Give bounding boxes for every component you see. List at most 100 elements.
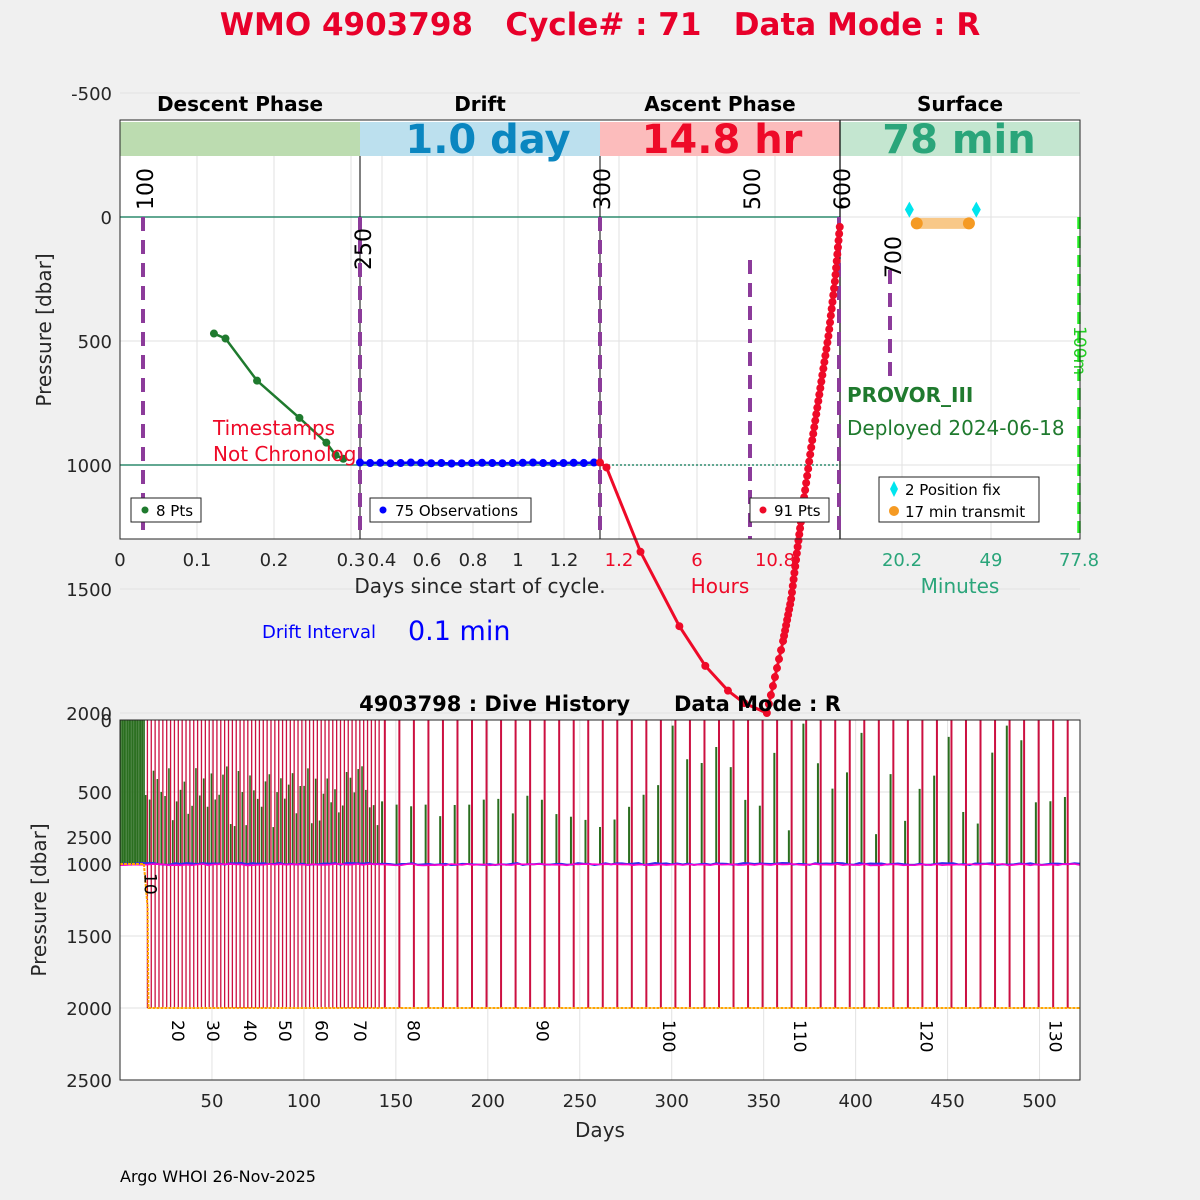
ascent-point xyxy=(811,416,820,425)
minutes-tick-0: 20.2 xyxy=(882,550,922,571)
ascent-point xyxy=(636,547,645,556)
top-y-axis-label: Pressure [dbar] xyxy=(32,253,56,406)
days-tick-2: 0.2 xyxy=(260,550,289,571)
phase-duration-surface: 78 min xyxy=(882,117,1035,163)
cycle-number-labels: 10 20 30 40 50 60 70 80 90 100 110 120 130 xyxy=(140,873,1065,1052)
bottom-x-tick-label: 200 xyxy=(471,1091,505,1112)
bottom-x-tick-label: 350 xyxy=(747,1091,781,1112)
drift-interval-value: 0.1 min xyxy=(408,616,510,647)
position-fix-point xyxy=(904,201,914,218)
top-axes-frame xyxy=(119,119,1081,540)
cycle-label-120: 120 xyxy=(916,1020,936,1052)
ascent-point xyxy=(822,345,831,354)
bottom-x-tick-label: 150 xyxy=(379,1091,413,1112)
ascent-point xyxy=(812,410,821,419)
legend-drift: 75 Observations xyxy=(369,497,532,523)
cycle-label-70: 70 xyxy=(349,1020,369,1042)
days-tick-5: 0.6 xyxy=(413,550,442,571)
legend-ascent-label: 91 Pts xyxy=(774,502,821,520)
minutes-tick-2: 77.8 xyxy=(1059,550,1099,571)
days-tick-1: 0.1 xyxy=(183,550,212,571)
drift-line xyxy=(359,461,595,465)
drift-point xyxy=(356,458,364,467)
ascent-point xyxy=(805,457,814,466)
dive-history-panel: 10 20 30 40 50 60 70 80 90 100 110 120 130 4903798 :… xyxy=(27,692,1081,1142)
ascent-point xyxy=(827,304,836,313)
deployment-date: Deployed 2024-06-18 xyxy=(847,416,1065,440)
bottom-y-axis: 0 500 1000 1500 2000 2500 xyxy=(66,711,112,1092)
days-tick-7: 1 xyxy=(512,550,523,571)
top-x-axis-minutes: 20.2 49 77.8 Minutes xyxy=(882,550,1099,598)
legend-descent-label: 8 Pts xyxy=(156,502,193,520)
transmit-point xyxy=(962,217,975,230)
bottom-y-tick-label: 2000 xyxy=(66,999,112,1020)
ascent-point xyxy=(832,257,841,266)
cycle-label-30: 30 xyxy=(202,1020,222,1042)
ascent-point xyxy=(808,436,817,445)
ascent-point xyxy=(806,450,815,459)
bottom-x-tick-label: 400 xyxy=(838,1091,872,1112)
top-y-tick-label: 1500 xyxy=(66,580,112,601)
dive-history-series xyxy=(119,720,1081,1009)
top-x-axis-days: 0 0.1 0.2 0.3 0.4 0.6 0.8 1 1.2 Days sin… xyxy=(114,550,605,598)
phase-title-surface: Surface xyxy=(917,92,1003,116)
descent-point xyxy=(295,413,304,422)
ascent-point xyxy=(796,524,805,533)
ascent-point xyxy=(816,384,825,393)
cycle-label-100: 100 xyxy=(658,1020,678,1052)
ascent-point xyxy=(596,458,604,467)
legend-descent-swatch xyxy=(141,506,149,514)
ascent-point xyxy=(802,478,811,487)
footer-credit: Argo WHOI 26-Nov-2025 xyxy=(120,1167,316,1186)
phase-bar-descent xyxy=(120,122,360,156)
ascent-point xyxy=(813,403,822,412)
legend-fix-label: 2 Position fix xyxy=(905,481,1001,499)
ascent-point xyxy=(762,709,771,717)
cycle-label-130: 130 xyxy=(1044,1020,1064,1052)
ascent-point xyxy=(826,318,835,327)
days-tick-8: 1.2 xyxy=(550,550,579,571)
ascent-point xyxy=(701,661,710,670)
descent-point xyxy=(209,329,218,338)
bottom-x-tick-label: 450 xyxy=(930,1091,964,1112)
hours-tick-0: 1.2 xyxy=(605,550,634,571)
transmit-point xyxy=(910,217,923,230)
drift-point xyxy=(549,459,558,468)
legend-ascent: 91 Pts xyxy=(749,497,830,523)
hours-tick-2: 10.8 xyxy=(755,550,795,571)
cycle-label-80: 80 xyxy=(403,1020,423,1042)
top-y-tick-label: 1000 xyxy=(66,456,112,477)
phase-title-ascent: Ascent Phase xyxy=(644,92,795,116)
ascent-point xyxy=(829,291,838,300)
drift-point xyxy=(457,459,466,468)
bottom-y-tick-label: 1000 xyxy=(66,855,112,876)
dive-history-title: 4903798 : Dive History Data Mode : R xyxy=(359,692,841,716)
descent-point xyxy=(221,334,230,343)
drift-point xyxy=(590,458,598,467)
marker-label-250: 250 xyxy=(352,228,377,270)
marker-label-600: 600 xyxy=(831,168,856,210)
ascent-point xyxy=(764,700,773,709)
ascent-point xyxy=(825,325,834,334)
page-title: WMO 4903798 Cycle# : 71 Data Mode : R xyxy=(220,7,981,43)
cycle-label-90: 90 xyxy=(531,1020,551,1042)
top-y-tick-label: 0 xyxy=(101,208,112,229)
top-y-tick-label: 500 xyxy=(78,332,112,353)
bottom-x-axis-label: Days xyxy=(575,1118,625,1142)
cycle-label-10: 10 xyxy=(140,873,160,895)
legend-transmit-label: 17 min transmit xyxy=(905,503,1025,521)
cycle-label-110: 110 xyxy=(789,1020,809,1052)
legend-drift-label: 75 Observations xyxy=(395,502,518,520)
phase-duration-drift: 1.0 day xyxy=(405,117,570,163)
phase-bar-surface xyxy=(840,122,1080,156)
bottom-x-axis: 50 100 150 200 250 300 350 400 450 500 xyxy=(201,1091,1057,1112)
top-y-tick-label: 2000 xyxy=(66,704,112,725)
legend-transmit-swatch xyxy=(889,506,899,516)
top-y-tick-label: 2500 xyxy=(66,828,112,849)
ascent-point xyxy=(787,588,796,597)
minutes-tick-1: 49 xyxy=(980,550,1003,571)
bottom-y-axis-label: Pressure [dbar] xyxy=(27,823,51,976)
ascent-point xyxy=(791,562,800,571)
bottom-y-tick-label: 500 xyxy=(78,783,112,804)
side-depth-label: 100m xyxy=(1069,326,1089,375)
